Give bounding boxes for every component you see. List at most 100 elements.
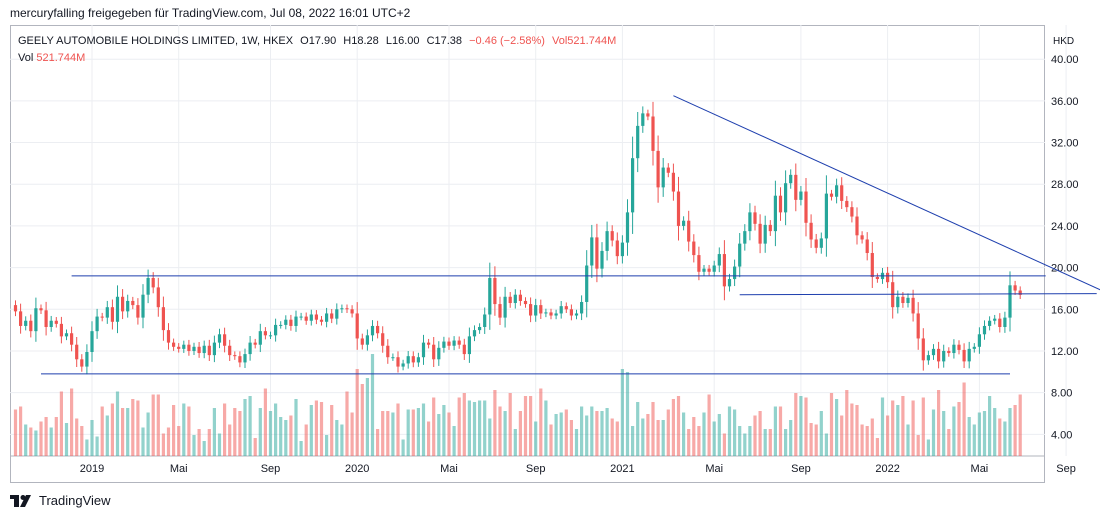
volume-bar: [712, 421, 716, 456]
volume-bar: [758, 411, 762, 456]
volume-bar: [187, 406, 191, 456]
volume-bar: [452, 426, 456, 456]
candle-body: [207, 345, 211, 356]
candle-body: [727, 279, 732, 287]
candle-body: [136, 305, 140, 318]
candle-body: [564, 306, 568, 310]
volume-bar: [993, 408, 997, 456]
volume-bar: [631, 426, 635, 456]
candle-body: [814, 239, 818, 248]
candle-body: [488, 278, 492, 315]
volume-bar: [835, 399, 839, 456]
y-tick-label: 32.00: [1051, 138, 1079, 150]
candle-body: [977, 334, 981, 347]
volume-bar: [896, 405, 900, 456]
volume-bar: [850, 403, 854, 456]
volume-bar: [360, 384, 364, 456]
volume-bar: [151, 394, 155, 456]
candle-body: [585, 265, 589, 302]
volume-bar: [228, 424, 232, 456]
volume-bar: [202, 441, 206, 456]
volume-bar: [207, 429, 211, 456]
y-tick-label: 24.00: [1051, 221, 1079, 233]
volume-bar: [814, 424, 818, 456]
volume-bar: [13, 409, 18, 456]
candle-body: [182, 344, 186, 349]
volume-bar: [717, 414, 721, 456]
volume-bar: [880, 397, 885, 456]
candle-body: [376, 325, 380, 334]
candle-body: [432, 344, 436, 360]
candle-body: [886, 272, 890, 283]
candle-body: [345, 308, 349, 310]
volume-bar: [192, 435, 196, 456]
candle-body: [258, 331, 262, 345]
volume-bar: [753, 415, 757, 456]
volume-bar: [620, 369, 624, 456]
candle-body: [360, 338, 364, 345]
volume-bar: [722, 433, 726, 456]
candle-body: [121, 296, 125, 312]
candle-body: [24, 320, 28, 326]
candle-body: [172, 342, 176, 347]
candle-body: [381, 333, 385, 346]
symbol-title[interactable]: GEELY AUTOMOBILE HOLDINGS LIMITED, 1W, H…: [18, 35, 294, 47]
volume-bar: [875, 438, 879, 456]
candle-body: [952, 344, 956, 354]
candle-body: [437, 347, 441, 360]
candle-body: [1018, 290, 1022, 295]
candle-body: [105, 307, 109, 318]
candle-body: [146, 278, 150, 295]
volume-bar: [891, 400, 895, 456]
candle-body: [187, 344, 191, 351]
tradingview-logo[interactable]: TradingView: [10, 493, 111, 508]
volume-bar: [564, 409, 568, 456]
volume-bar: [299, 441, 303, 456]
candle-body: [401, 363, 405, 367]
candle-body: [753, 212, 757, 224]
candle-body: [799, 191, 803, 200]
candle-body: [284, 319, 288, 325]
volume-bar: [666, 409, 670, 456]
candle-body: [472, 330, 477, 337]
candle-body: [641, 113, 645, 126]
volume-bar: [59, 391, 63, 456]
volume-bar: [156, 394, 160, 456]
volume-bar: [605, 408, 609, 456]
candle-body: [44, 310, 48, 327]
volume-bar: [437, 414, 441, 456]
candle-body: [549, 312, 553, 316]
candle-body: [350, 309, 354, 314]
candle-body: [197, 346, 201, 354]
candle-body: [993, 318, 997, 321]
volume-bar: [789, 420, 793, 456]
candle-body: [95, 316, 99, 332]
candle-body: [274, 324, 278, 336]
candle-body: [340, 308, 344, 310]
x-tick-label: Mai: [971, 463, 989, 475]
y-tick-label: 40.00: [1051, 54, 1079, 66]
volume-bar: [671, 399, 675, 456]
volume-bar: [845, 390, 849, 456]
volume-bar: [580, 406, 584, 456]
volume-bar: [819, 411, 823, 456]
candle-body: [427, 342, 431, 345]
candle-body: [294, 316, 298, 326]
volume-bar: [391, 412, 395, 456]
volume-bar: [284, 420, 288, 456]
y-tick-label: 8.00: [1051, 388, 1072, 400]
candle-body: [921, 338, 925, 361]
volume-bar: [314, 400, 318, 456]
candle-body: [411, 356, 415, 363]
candle-body: [733, 266, 737, 280]
candle-body: [355, 313, 359, 339]
volume-bar: [544, 400, 548, 456]
candle-body: [666, 167, 670, 173]
volume-bar: [355, 369, 359, 456]
candle-body: [447, 341, 451, 346]
candle-body: [763, 224, 767, 244]
candle-body: [421, 342, 426, 358]
candle-body: [70, 333, 74, 345]
candle-body: [559, 306, 563, 314]
